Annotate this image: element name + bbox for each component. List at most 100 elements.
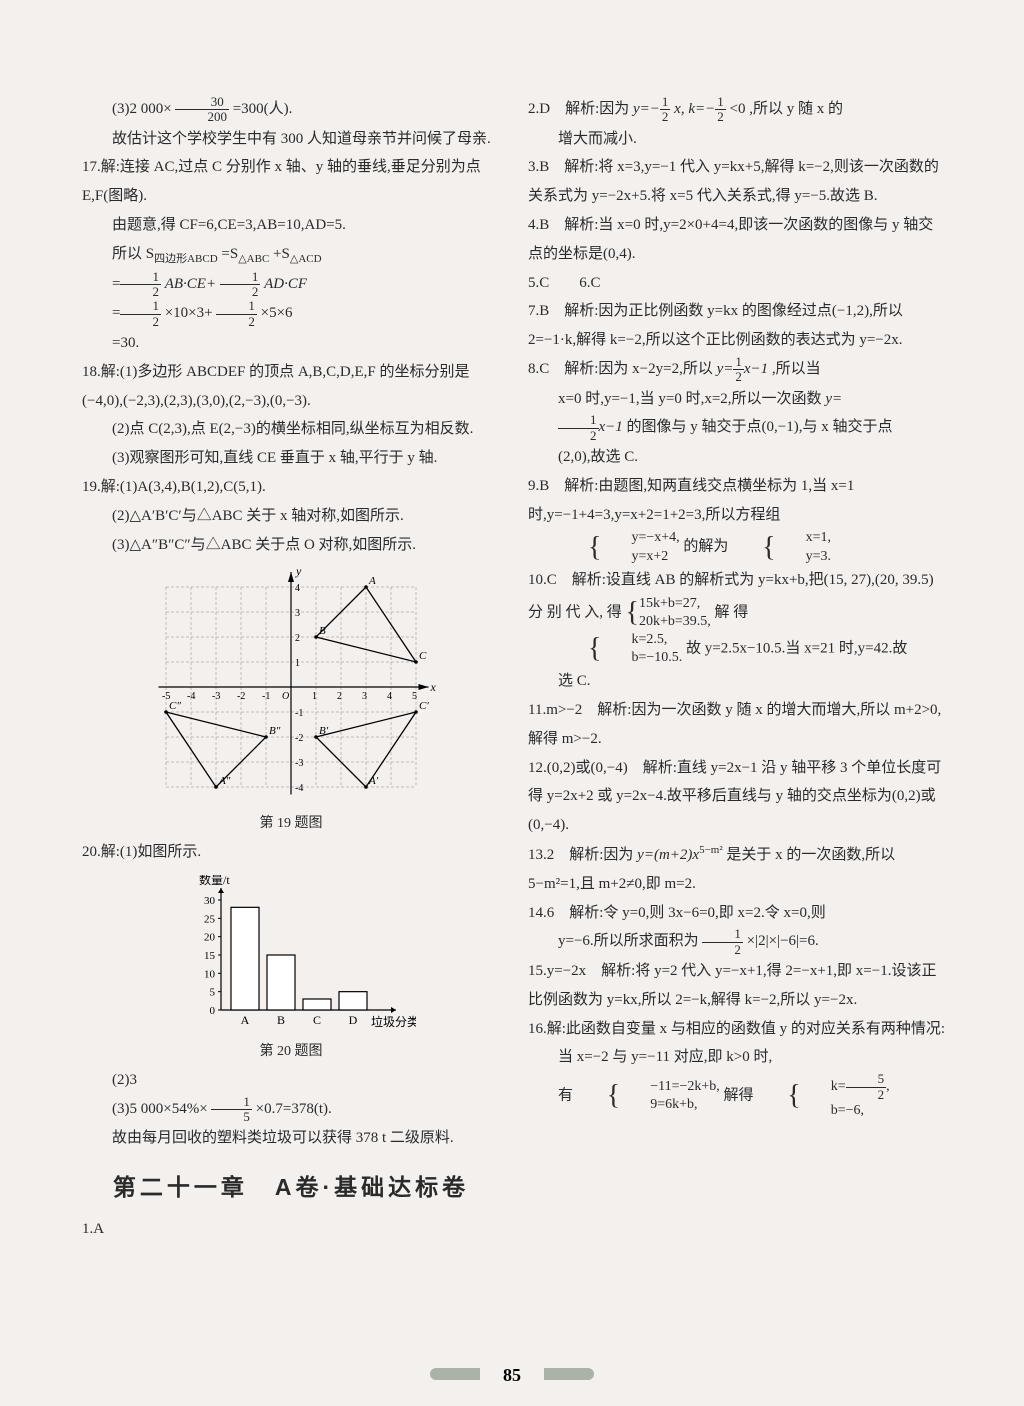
r16-line1: 16.解:此函数自变量 x 与相应的函数值 y 的对应关系有两种情况: [528, 1015, 946, 1044]
svg-text:30: 30 [204, 895, 216, 907]
svg-text:-1: -1 [262, 691, 270, 702]
r14-line2: y=−6.所以所求面积为 12 ×|2|×|−6|=6. [528, 927, 946, 957]
q18-line2: (2)点 C(2,3),点 E(2,−3)的横坐标相同,纵坐标互为相反数. [82, 415, 500, 444]
footer-decoration-right [544, 1368, 594, 1380]
q20-line3: (3)5 000×54%× 15 ×0.7=378(t). [82, 1095, 500, 1125]
svg-text:10: 10 [204, 968, 216, 980]
q17-line1: 17.解:连接 AC,过点 C 分别作 x 轴、y 轴的垂线,垂足分别为点 E,… [82, 153, 500, 211]
svg-text:5: 5 [210, 987, 216, 999]
figure-20-caption: 第 20 题图 [82, 1039, 500, 1066]
q17-line6: =30. [82, 329, 500, 358]
subscript: △ABC [238, 253, 269, 265]
svg-text:O: O [282, 691, 289, 702]
q16-3-line1: (3)2 000× 30200 =300(人). [82, 95, 500, 125]
svg-text:C′: C′ [419, 700, 429, 712]
svg-text:-2: -2 [295, 733, 303, 744]
svg-text:A: A [368, 575, 376, 587]
right-column: 2.D 解析:因为 y=−12 x, k=−12 <0 ,所以 y 随 x 的 … [528, 95, 946, 1244]
subscript: 四边形ABCD [154, 253, 218, 265]
svg-text:A″: A″ [218, 775, 231, 787]
svg-text:4: 4 [387, 691, 392, 702]
figure-20-chart: 0 5 10 15 20 25 30 数量/t 垃圾分类 A B C D [166, 875, 416, 1035]
r2-line1: 2.D 解析:因为 y=−12 x, k=−12 <0 ,所以 y 随 x 的 [528, 95, 946, 125]
svg-text:3: 3 [362, 691, 367, 702]
svg-text:B′: B′ [319, 725, 329, 737]
q18-line1: 18.解:(1)多边形 ABCDEF 的顶点 A,B,C,D,E,F 的坐标分别… [82, 358, 500, 416]
q18-line3: (3)观察图形可知,直线 CE 垂直于 x 轴,平行于 y 轴. [82, 444, 500, 473]
r12: 12.(0,2)或(0,−4) 解析:直线 y=2x−1 沿 y 轴平移 3 个… [528, 754, 946, 840]
chapter-heading: 第二十一章 A卷·基础达标卷 [82, 1165, 500, 1209]
figure-19-graph: -5-4-3-2-1O123454321-1-2-3-4xyABCA′B′C′A… [141, 567, 441, 807]
page-number: 85 [0, 1365, 1024, 1386]
r13: 13.2 解析:因为 y=(m+2)x5−m² 是关于 x 的一次函数,所以 5… [528, 840, 946, 899]
svg-text:15: 15 [204, 950, 216, 962]
q1: 1.A [82, 1215, 500, 1244]
left-column: (3)2 000× 30200 =300(人). 故估计这个学校学生中有 300… [82, 95, 500, 1244]
q17-line3: 所以 S四边形ABCD =S△ABC +S△ACD [82, 240, 500, 270]
svg-text:1: 1 [295, 658, 300, 669]
svg-text:-3: -3 [295, 758, 303, 769]
text: =300(人). [233, 101, 293, 117]
r10-line1: 10.C 解析:设直线 AB 的解析式为 y=kx+b,把(15, 27),(2… [528, 566, 946, 631]
r7: 7.B 解析:因为正比例函数 y=kx 的图像经过点(−1,2),所以 2=−1… [528, 297, 946, 355]
q19-line1: 19.解:(1)A(3,4),B(1,2),C(5,1). [82, 473, 500, 502]
svg-text:D: D [349, 1013, 358, 1027]
r9-line2: {y=−x+4,y=x+2 的解为 {x=1,y=3. [528, 529, 946, 565]
r9-line1: 9.B 解析:由题图,知两直线交点横坐标为 1,当 x=1 时,y=−1+4=3… [528, 472, 946, 530]
svg-text:A′: A′ [368, 775, 379, 787]
svg-text:数量/t: 数量/t [199, 875, 230, 887]
r2-line2: 增大而减小. [528, 125, 946, 154]
svg-text:0: 0 [210, 1005, 216, 1017]
q20-line4: 故由每月回收的塑料类垃圾可以获得 378 t 二级原料. [82, 1124, 500, 1153]
svg-text:-4: -4 [187, 691, 195, 702]
r16-line3: 有 {−11=−2k+b,9=6k+b, 解得 { k=52, b=−6, [528, 1072, 946, 1120]
r8-line3: 12x−1 的图像与 y 轴交于点(0,−1),与 x 轴交于点 [528, 413, 946, 443]
svg-text:垃圾分类: 垃圾分类 [371, 1014, 416, 1029]
text: (3)2 000× [112, 101, 172, 117]
r5-6: 5.C 6.C [528, 269, 946, 298]
r4: 4.B 解析:当 x=0 时,y=2×0+4=4,即该一次函数的图像与 y 轴交… [528, 211, 946, 269]
r14-line1: 14.6 解析:令 y=0,则 3x−6=0,即 x=2.令 x=0,则 [528, 899, 946, 928]
svg-text:-1: -1 [295, 708, 303, 719]
svg-text:C: C [313, 1013, 321, 1027]
r8-line4: (2,0),故选 C. [528, 443, 946, 472]
figure-19-caption: 第 19 题图 [82, 811, 500, 838]
svg-text:5: 5 [412, 691, 417, 702]
q20-line2: (2)3 [82, 1066, 500, 1095]
svg-text:B: B [277, 1013, 285, 1027]
r15: 15.y=−2x 解析:将 y=2 代入 y=−x+1,得 2=−x+1,即 x… [528, 957, 946, 1015]
svg-text:20: 20 [204, 932, 216, 944]
subscript: △ACD [290, 253, 322, 265]
svg-text:1: 1 [312, 691, 317, 702]
r10-line2: {k=2.5,b=−10.5. 故 y=2.5x−10.5.当 x=21 时,y… [528, 631, 946, 667]
q17-line2: 由题意,得 CF=6,CE=3,AB=10,AD=5. [82, 211, 500, 240]
r3: 3.B 解析:将 x=3,y=−1 代入 y=kx+5,解得 k=−2,则该一次… [528, 153, 946, 211]
q20-line1: 20.解:(1)如图所示. [82, 838, 500, 867]
q17-line5: =12 ×10×3+ 12 ×5×6 [82, 299, 500, 329]
svg-text:2: 2 [337, 691, 342, 702]
r8-line2: x=0 时,y=−1,当 y=0 时,x=2,所以一次函数 y= [528, 385, 946, 414]
svg-text:A: A [241, 1013, 250, 1027]
svg-text:y: y [295, 567, 302, 578]
svg-text:-3: -3 [212, 691, 220, 702]
r8-line1: 8.C 解析:因为 x−2y=2,所以 y=12x−1 ,所以当 [528, 355, 946, 385]
svg-text:C: C [419, 650, 427, 662]
q19-line3: (3)△A″B″C″与△ABC 关于点 O 对称,如图所示. [82, 531, 500, 560]
fraction-30-200: 30200 [175, 95, 229, 125]
r16-line2: 当 x=−2 与 y=−11 对应,即 k>0 时, [528, 1043, 946, 1072]
q17-line4: =12 AB·CE+ 12 AD·CF [82, 270, 500, 300]
q19-line2: (2)△A′B′C′与△ABC 关于 x 轴对称,如图所示. [82, 502, 500, 531]
r11: 11.m>−2 解析:因为一次函数 y 随 x 的增大而增大,所以 m+2>0,… [528, 696, 946, 754]
r10-line3: 选 C. [528, 667, 946, 696]
svg-text:3: 3 [295, 608, 300, 619]
svg-text:4: 4 [295, 583, 300, 594]
svg-text:-4: -4 [295, 783, 303, 794]
svg-text:B″: B″ [269, 725, 281, 737]
svg-text:-2: -2 [237, 691, 245, 702]
svg-text:C″: C″ [169, 700, 181, 712]
superscript: 5−m² [699, 844, 723, 856]
svg-text:2: 2 [295, 633, 300, 644]
svg-text:x: x [430, 680, 437, 694]
q16-3-line2: 故估计这个学校学生中有 300 人知道母亲节并问候了母亲. [82, 125, 500, 154]
svg-text:25: 25 [204, 913, 216, 925]
